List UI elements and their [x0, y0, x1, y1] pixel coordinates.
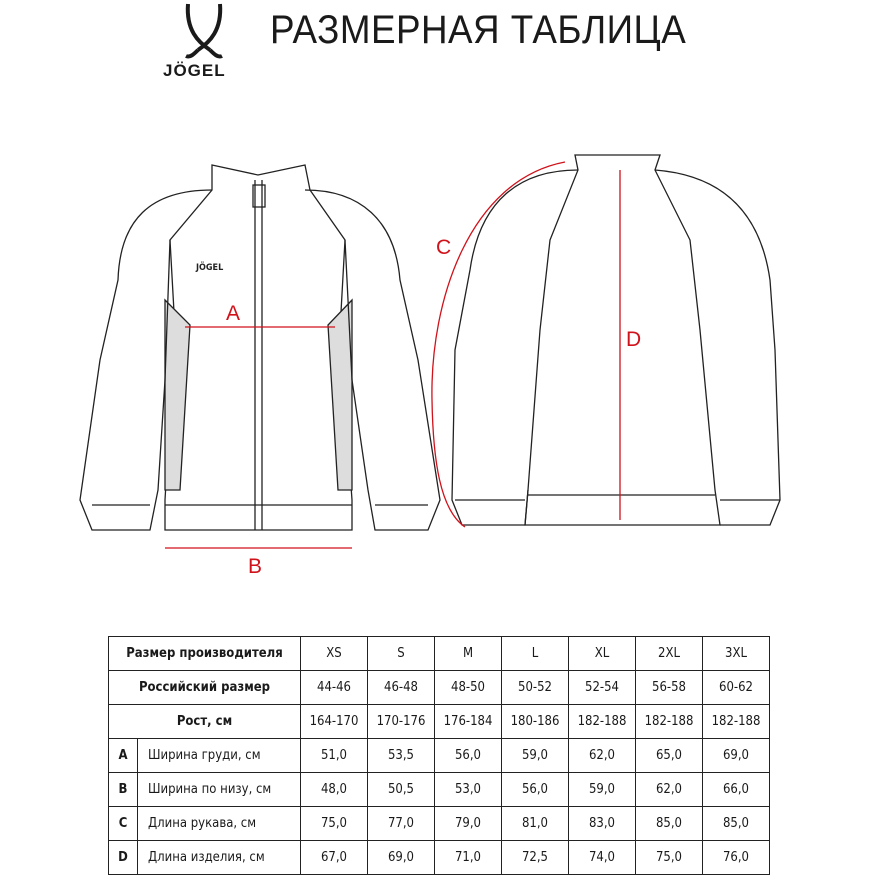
cell: 53,0 [434, 772, 502, 807]
cell: 62,0 [635, 772, 703, 807]
cell: 75,0 [635, 840, 703, 875]
table-row: A Ширина груди, см 51,0 53,5 56,0 59,0 62,0 65,… [108, 738, 770, 773]
cell: 182-188 [568, 704, 636, 739]
cell: 67,0 [300, 840, 368, 875]
measurement-rows: A Ширина груди, см 51,0 53,5 56,0 59,0 62,0 65,… [108, 738, 770, 875]
header-cell: Рост, см [108, 704, 301, 739]
cell: 85,0 [702, 806, 770, 841]
cell: 79,0 [434, 806, 502, 841]
table-row: Российский размер 44-46 46-48 48-50 50-5… [108, 670, 770, 705]
cell: 56-58 [635, 670, 703, 705]
cell: 72,5 [501, 840, 569, 875]
cell: 44-46 [300, 670, 368, 705]
cell: 56,0 [434, 738, 502, 773]
measurement-lines [165, 161, 621, 549]
jogel-logo-icon [185, 3, 223, 59]
cell: 50-52 [501, 670, 569, 705]
cell: 48,0 [300, 772, 368, 807]
table-row: C Длина рукава, см 75,0 77,0 79,0 81,0 83,0 85,… [108, 806, 770, 841]
table-row: B Ширина по низу, см 48,0 50,5 53,0 56,0 59,0 6… [108, 772, 770, 807]
cell: 59,0 [568, 772, 636, 807]
cell: 46-48 [367, 670, 435, 705]
cell: S [367, 636, 435, 671]
letter-cell: B [108, 772, 138, 807]
letter-cell: C [108, 806, 138, 841]
cell: 170-176 [367, 704, 435, 739]
cell: 65,0 [635, 738, 703, 773]
cell: 164-170 [300, 704, 368, 739]
cell: 76,0 [702, 840, 770, 875]
jacket-front [79, 164, 441, 531]
label-c: C [436, 236, 452, 259]
cell: 182-188 [635, 704, 703, 739]
cell: 85,0 [635, 806, 703, 841]
measure-label: Ширина груди, см [137, 738, 301, 773]
brand-name: JÖGEL [163, 61, 226, 80]
cell: 77,0 [367, 806, 435, 841]
cell: 71,0 [434, 840, 502, 875]
chest-logo: JÖGEL [195, 262, 223, 273]
cell: 182-188 [702, 704, 770, 739]
cell: 83,0 [568, 806, 636, 841]
table-row: Размер производителя XS S M L XL 2XL 3XL [108, 636, 770, 671]
cell: 180-186 [501, 704, 569, 739]
label-a: A [226, 302, 241, 325]
cell: 60-62 [702, 670, 770, 705]
cell: 74,0 [568, 840, 636, 875]
cell: 53,5 [367, 738, 435, 773]
cell: 3XL [702, 636, 770, 671]
cell: 75,0 [300, 806, 368, 841]
cell: 52-54 [568, 670, 636, 705]
page-title: РАЗМЕРНАЯ ТАБЛИЦА [270, 8, 687, 52]
header-cell: Размер производителя [108, 636, 301, 671]
cell: 50,5 [367, 772, 435, 807]
jacket-diagram: JÖGEL [79, 154, 781, 549]
cell: L [501, 636, 569, 671]
cell: 176-184 [434, 704, 502, 739]
cell: 69,0 [702, 738, 770, 773]
cell: 48-50 [434, 670, 502, 705]
cell: M [434, 636, 502, 671]
cell: 59,0 [501, 738, 569, 773]
cell: 2XL [635, 636, 703, 671]
cell: 62,0 [568, 738, 636, 773]
label-b: B [248, 555, 263, 578]
cell: 56,0 [501, 772, 569, 807]
cell: 69,0 [367, 840, 435, 875]
measure-label: Ширина по низу, см [137, 772, 301, 807]
measure-label: Длина рукава, см [137, 806, 301, 841]
letter-cell: A [108, 738, 138, 773]
table-row: Рост, см 164-170 170-176 176-184 180-186… [108, 704, 770, 739]
size-table: Размер производителя XS S M L XL 2XL 3XL… [108, 636, 770, 875]
jacket-back [451, 154, 781, 526]
table-row: D Длина изделия, см 67,0 69,0 71,0 72,5 74,0 75… [108, 840, 770, 875]
header-cell: Российский размер [108, 670, 301, 705]
cell: 51,0 [300, 738, 368, 773]
cell: XS [300, 636, 368, 671]
cell: 81,0 [501, 806, 569, 841]
cell: 66,0 [702, 772, 770, 807]
letter-cell: D [108, 840, 138, 875]
label-d: D [626, 328, 642, 351]
cell: XL [568, 636, 636, 671]
measure-label: Длина изделия, см [137, 840, 301, 875]
